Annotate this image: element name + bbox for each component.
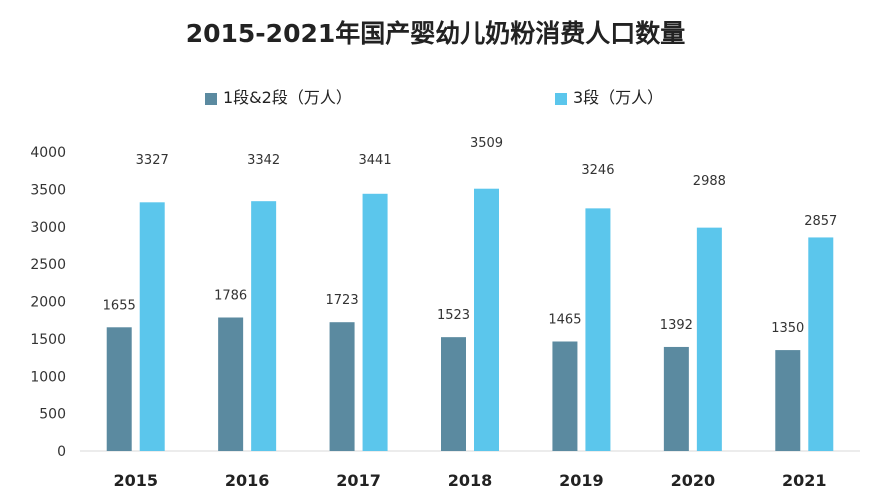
bar-series2 bbox=[585, 208, 611, 451]
data-label-series1: 1655 bbox=[103, 298, 136, 313]
data-label-series2: 3327 bbox=[136, 153, 169, 168]
bar-series1 bbox=[663, 346, 689, 451]
watermark-handle: @营讯社 bbox=[783, 452, 851, 472]
bar-series2 bbox=[474, 188, 499, 451]
bar-series2 bbox=[251, 201, 277, 451]
y-tick-label: 1500 bbox=[30, 332, 66, 348]
x-tick-label: 2021 bbox=[782, 471, 827, 490]
data-label-series1: 1350 bbox=[771, 321, 804, 336]
bar-series2 bbox=[808, 237, 834, 451]
legend-swatch-series1 bbox=[205, 92, 217, 105]
chart-title: 2015-2021年国产婴幼儿奶粉消费人口数量 bbox=[185, 19, 686, 48]
bar-series2 bbox=[696, 227, 722, 451]
x-tick-label: 2019 bbox=[559, 471, 604, 490]
y-tick-label: 3000 bbox=[30, 220, 66, 236]
bar-series1 bbox=[552, 341, 578, 451]
data-label-series2: 3441 bbox=[359, 153, 392, 168]
legend-swatch-series2 bbox=[555, 92, 567, 105]
bar-series1 bbox=[218, 317, 244, 451]
x-tick-label: 2018 bbox=[448, 471, 493, 490]
x-tick-label: 2016 bbox=[225, 471, 270, 490]
watermark: 知乎 @营讯社 bbox=[738, 447, 851, 472]
y-tick-label: 0 bbox=[57, 444, 66, 460]
bar-series1 bbox=[775, 350, 801, 451]
data-label-series2: 3342 bbox=[247, 153, 280, 168]
legend-item-series1: 1段&2段（万人） bbox=[205, 84, 352, 108]
x-tick-label: 2020 bbox=[671, 471, 716, 490]
data-label-series2: 2988 bbox=[693, 174, 726, 189]
data-label-series2: 3509 bbox=[470, 136, 503, 151]
data-label-series2: 3246 bbox=[581, 163, 614, 178]
zhihu-logo-text: 知乎 bbox=[737, 452, 772, 472]
data-label-series1: 1465 bbox=[548, 312, 581, 327]
y-tick-label: 2000 bbox=[30, 295, 66, 311]
y-tick-label: 1000 bbox=[30, 369, 66, 385]
legend-label-series2: 3段（万人） bbox=[573, 88, 664, 107]
data-label-series1: 1723 bbox=[326, 293, 359, 308]
y-tick-label: 500 bbox=[39, 407, 66, 423]
bar-series1 bbox=[441, 337, 466, 451]
bar-series1 bbox=[106, 327, 132, 451]
data-label-series2: 2857 bbox=[804, 214, 837, 229]
data-label-series1: 1392 bbox=[660, 318, 693, 333]
data-label-series1: 1523 bbox=[437, 308, 470, 323]
legend-item-series2: 3段（万人） bbox=[555, 84, 663, 108]
y-tick-label: 3500 bbox=[30, 182, 66, 198]
y-tick-label: 2500 bbox=[30, 257, 66, 273]
x-tick-label: 2015 bbox=[113, 471, 158, 490]
x-tick-label: 2017 bbox=[336, 471, 381, 490]
y-tick-label: 4000 bbox=[30, 145, 66, 161]
data-label-series1: 1786 bbox=[214, 288, 247, 303]
bar-series1 bbox=[329, 322, 355, 451]
bar-series2 bbox=[362, 193, 388, 451]
bar-series2 bbox=[139, 202, 165, 451]
legend-label-series1: 1段&2段（万人） bbox=[223, 88, 352, 107]
